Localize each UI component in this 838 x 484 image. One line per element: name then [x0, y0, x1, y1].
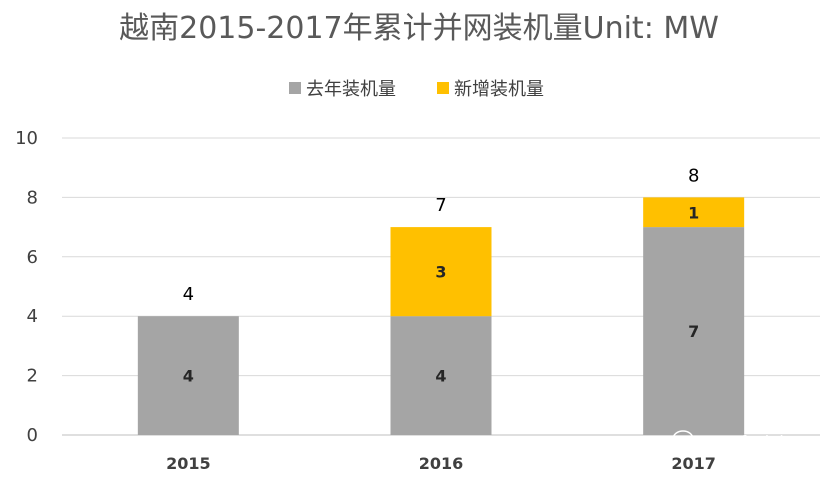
- data-labels: 4 4 4 3 7 7 1 8: [183, 165, 700, 385]
- legend-swatch-new: [437, 82, 449, 94]
- total-label: 4: [183, 284, 194, 305]
- total-label: 7: [435, 195, 446, 216]
- segment-label: 4: [435, 367, 446, 386]
- bars: [137, 197, 745, 435]
- x-tick-label: 2016: [419, 454, 464, 473]
- x-tick-label: 2017: [671, 454, 716, 473]
- y-tick-label: 0: [27, 425, 38, 446]
- segment-label: 1: [688, 203, 699, 222]
- watermark-text: PVInfoLink: [705, 432, 789, 451]
- bar-segment-2016-s0: [390, 316, 492, 435]
- chart-title: 越南2015-2017年累计并网装机量Unit: MW: [119, 11, 719, 46]
- segment-label: 3: [435, 263, 446, 282]
- x-tick-label: 2015: [166, 454, 211, 473]
- y-tick-label: 4: [27, 306, 38, 327]
- y-tick-label: 10: [15, 128, 38, 149]
- y-tick-label: 2: [27, 366, 38, 387]
- legend: 去年装机量 新增装机量: [289, 79, 544, 100]
- watermark: PVInfoLink: [672, 430, 789, 454]
- y-tick-label: 6: [27, 247, 38, 268]
- legend-label-new: 新增装机量: [454, 79, 544, 100]
- x-axis-ticks: 2015 2016 2017: [166, 454, 716, 473]
- bar-segment-2017-s1: [643, 197, 745, 228]
- segment-label: 7: [688, 322, 699, 341]
- y-axis-ticks: 0 2 4 6 8 10: [15, 128, 38, 446]
- bar-segment-2016-s1: [390, 227, 492, 317]
- legend-label-last-year: 去年装机量: [306, 79, 396, 100]
- total-label: 8: [688, 165, 699, 186]
- bar-segment-2017-s0: [643, 227, 745, 435]
- bar-segment-2015-s0: [137, 316, 239, 435]
- wechat-icon: [672, 430, 702, 454]
- legend-swatch-last-year: [289, 82, 301, 94]
- y-tick-label: 8: [27, 187, 38, 208]
- segment-label: 4: [183, 367, 194, 386]
